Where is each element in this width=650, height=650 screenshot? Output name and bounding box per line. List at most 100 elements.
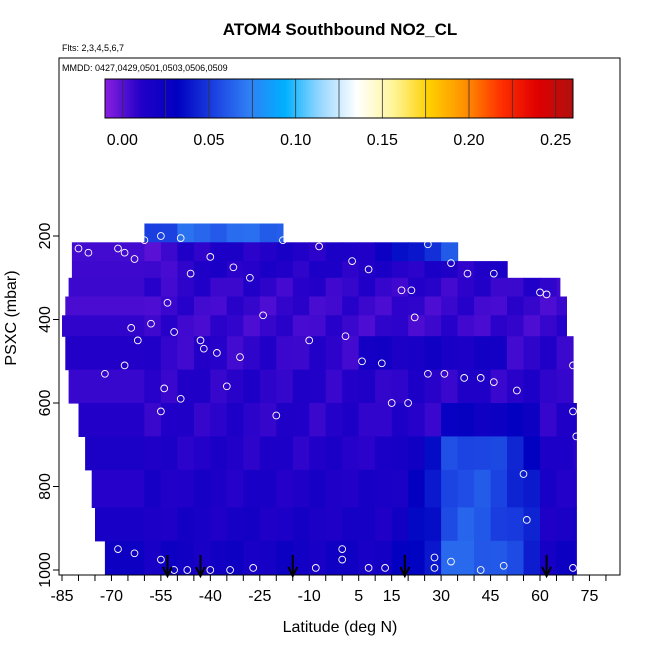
heatmap-cell [441, 296, 459, 316]
colorbar-swatch [163, 79, 166, 118]
sample-point [114, 244, 122, 253]
heatmap-cell [325, 469, 343, 508]
plot-frame [58, 57, 621, 576]
sample-point [348, 257, 356, 265]
heatmap-cell [309, 540, 327, 575]
sample-point [407, 286, 416, 295]
colorbar-swatch [535, 79, 538, 118]
flights-label: Flts: 2,3,4,5,6,7 [62, 43, 124, 53]
heatmap-cell [243, 336, 261, 371]
colorbar-swatch [329, 79, 332, 118]
heatmap-cell [243, 369, 261, 404]
colorbar-swatch [465, 79, 468, 118]
heatmap-cell [259, 277, 277, 298]
heatmap-cell [177, 296, 195, 316]
colorbar-swatch [491, 79, 494, 118]
colorbar-swatch [147, 79, 150, 118]
heatmap-cell [210, 242, 228, 262]
colorbar-swatch [137, 79, 140, 118]
heatmap-cell [375, 403, 393, 437]
sample-point [157, 407, 165, 416]
x-tick-label: 15 [383, 588, 401, 605]
sample-point [476, 566, 485, 574]
heatmap-cell [259, 261, 277, 279]
heatmap-cell [540, 507, 558, 542]
heatmap-cell [507, 540, 525, 575]
colorbar-swatch [173, 79, 176, 118]
heatmap-cell [226, 336, 244, 371]
heatmap-cell [177, 507, 195, 542]
sample-point [160, 384, 169, 393]
colorbar-swatch [547, 79, 550, 118]
heatmap-cell [556, 277, 561, 298]
colorbar-swatch [309, 79, 312, 118]
colorbar-swatch [297, 79, 300, 118]
colorbar-swatch [459, 79, 462, 118]
colorbar-swatch [177, 79, 180, 118]
colorbar-swatch [171, 79, 174, 118]
colorbar-swatch [335, 79, 338, 118]
heatmap-cell [573, 403, 577, 437]
heatmap-cell [144, 369, 162, 404]
heatmap-cell [292, 403, 310, 437]
colorbar-swatch [345, 79, 348, 118]
colorbar-swatch [195, 79, 198, 118]
colorbar-swatch [461, 79, 464, 118]
colorbar-swatch [109, 79, 112, 118]
sample-point [358, 357, 366, 366]
colorbar-swatch [451, 79, 454, 118]
colorbar-swatch [269, 79, 272, 118]
colorbar-swatch [415, 79, 418, 118]
heatmap-cell [243, 469, 261, 508]
heatmap-cell [292, 261, 310, 279]
heatmap-cell [243, 403, 261, 437]
colorbar-swatch [239, 79, 242, 118]
colorbar-swatch [153, 79, 156, 118]
sample-point [249, 564, 258, 572]
sample-point [147, 319, 155, 328]
sample-point [424, 369, 432, 378]
colorbar-swatch [293, 79, 296, 118]
heatmap-cell [193, 336, 211, 371]
heatmap-cell [65, 336, 145, 371]
heatmap-cell [68, 277, 145, 298]
heatmap-cell [490, 436, 508, 471]
heatmap-cell [441, 336, 459, 371]
colorbar-swatch [207, 79, 210, 118]
colorbar-swatch [423, 79, 426, 118]
heatmap-cell [391, 369, 409, 404]
heatmap-cell [573, 540, 577, 575]
y-tick-label: 200 [37, 223, 54, 250]
heatmap-cell [441, 540, 459, 575]
heatmap-cell [424, 469, 442, 508]
colorbar-swatch [449, 79, 452, 118]
heatmap-cell [210, 469, 228, 508]
colorbar-swatch [457, 79, 460, 118]
heatmap-cell [292, 277, 310, 298]
sample-point [236, 353, 244, 361]
sample-point [499, 561, 508, 570]
colorbar-swatch [403, 79, 406, 118]
heatmap-cell [193, 277, 211, 298]
heatmap-cell [556, 540, 574, 575]
heatmap-cell [540, 540, 558, 575]
heatmap-cell [160, 315, 178, 337]
colorbar-swatch [265, 79, 268, 118]
colorbar-swatch [175, 79, 178, 118]
heatmap-cell [375, 436, 393, 471]
sample-point [206, 253, 215, 261]
heatmap-cell [144, 540, 162, 575]
colorbar-swatch [189, 79, 192, 118]
heatmap-cell [540, 469, 558, 508]
heatmap-cell [540, 403, 558, 437]
sample-point [163, 298, 172, 307]
colorbar-swatch [555, 79, 558, 118]
heatmap-cell [342, 369, 360, 404]
colorbar-swatch [305, 79, 308, 118]
colorbar-swatch [349, 79, 352, 118]
colorbar-swatch [455, 79, 458, 118]
colorbar-swatch [183, 79, 186, 118]
colorbar-swatch [105, 79, 108, 118]
heatmap-cell [193, 469, 211, 508]
colorbar-swatch [199, 79, 202, 118]
